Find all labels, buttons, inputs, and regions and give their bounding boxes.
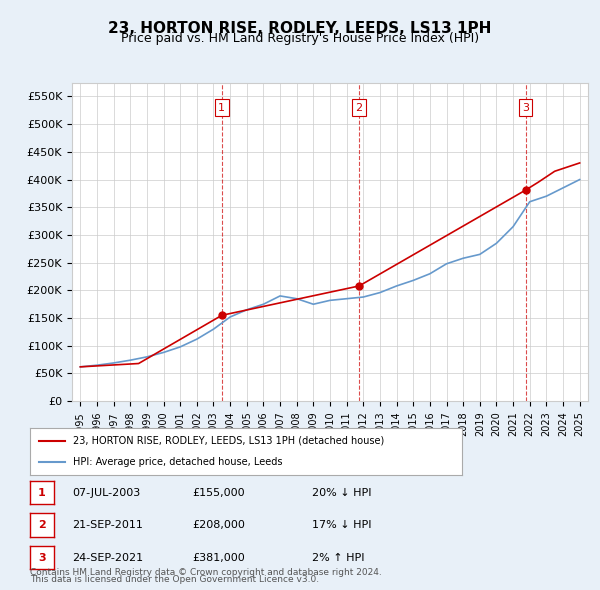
Text: 23, HORTON RISE, RODLEY, LEEDS, LS13 1PH (detached house): 23, HORTON RISE, RODLEY, LEEDS, LS13 1PH… xyxy=(73,436,385,446)
Text: Price paid vs. HM Land Registry's House Price Index (HPI): Price paid vs. HM Land Registry's House … xyxy=(121,32,479,45)
Text: £381,000: £381,000 xyxy=(192,553,245,562)
Text: HPI: Average price, detached house, Leeds: HPI: Average price, detached house, Leed… xyxy=(73,457,283,467)
Text: 3: 3 xyxy=(522,103,529,113)
Text: 07-JUL-2003: 07-JUL-2003 xyxy=(72,488,140,497)
Text: 23, HORTON RISE, RODLEY, LEEDS, LS13 1PH: 23, HORTON RISE, RODLEY, LEEDS, LS13 1PH xyxy=(109,21,491,35)
Text: £208,000: £208,000 xyxy=(192,520,245,530)
Text: 17% ↓ HPI: 17% ↓ HPI xyxy=(312,520,371,530)
Text: This data is licensed under the Open Government Licence v3.0.: This data is licensed under the Open Gov… xyxy=(30,575,319,584)
Text: 2: 2 xyxy=(38,520,46,530)
Text: 24-SEP-2021: 24-SEP-2021 xyxy=(72,553,143,562)
Text: 1: 1 xyxy=(218,103,226,113)
Text: 1: 1 xyxy=(38,488,46,497)
Text: 20% ↓ HPI: 20% ↓ HPI xyxy=(312,488,371,497)
Text: 2: 2 xyxy=(356,103,362,113)
Text: 2% ↑ HPI: 2% ↑ HPI xyxy=(312,553,365,562)
Text: 3: 3 xyxy=(38,553,46,562)
Text: £155,000: £155,000 xyxy=(192,488,245,497)
Text: Contains HM Land Registry data © Crown copyright and database right 2024.: Contains HM Land Registry data © Crown c… xyxy=(30,568,382,577)
Text: 21-SEP-2011: 21-SEP-2011 xyxy=(72,520,143,530)
